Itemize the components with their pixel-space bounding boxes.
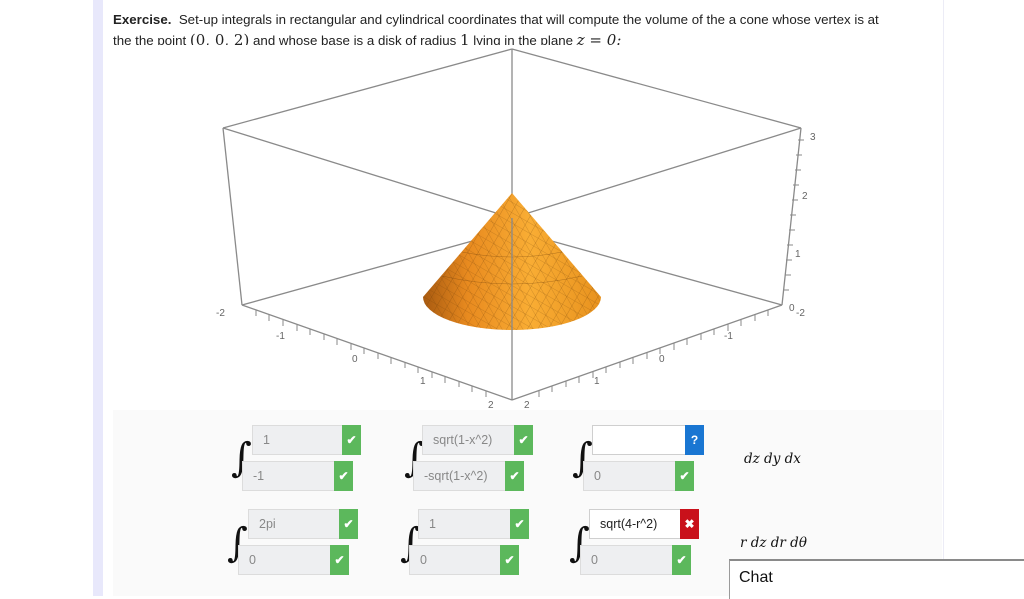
cyl-theta-upper-field[interactable]: 2pi ✔	[248, 509, 358, 539]
svg-text:1: 1	[594, 376, 600, 387]
check-icon: ✔	[510, 509, 529, 539]
check-icon: ✔	[342, 425, 361, 455]
chat-label: Chat	[739, 569, 773, 586]
rect-differential: dz dy dx	[744, 451, 801, 467]
exercise-label: Exercise.	[113, 12, 172, 27]
cyl-differential: r dz dr dθ	[740, 535, 807, 551]
chat-button[interactable]: Chat	[729, 559, 1024, 599]
cross-icon: ✖	[680, 509, 699, 539]
rect-z-upper-field[interactable]: ?	[592, 425, 704, 455]
svg-text:0: 0	[352, 354, 358, 365]
check-icon: ✔	[672, 545, 691, 575]
cyl-r-upper-field[interactable]: 1 ✔	[418, 509, 529, 539]
exercise-prompt: Exercise. Set-up integrals in rectangula…	[113, 12, 879, 49]
question-icon: ?	[685, 425, 704, 455]
svg-text:3: 3	[810, 132, 816, 143]
svg-text:-1: -1	[724, 331, 733, 342]
svg-text:-1: -1	[276, 331, 285, 342]
cone-3d-plot[interactable]: -2 -1 0 1 2 2 1 0 -1 -2 0 1 2 3	[113, 45, 923, 411]
cyl-theta-lower-field[interactable]: 0 ✔	[238, 545, 349, 575]
svg-text:2: 2	[524, 400, 530, 410]
tick-marks	[255, 139, 804, 397]
svg-text:0: 0	[659, 354, 665, 365]
left-accent-strip	[93, 0, 103, 596]
front-axes	[241, 218, 783, 401]
vertex-point: (0, 0, 2)	[189, 31, 250, 49]
check-icon: ✔	[334, 461, 353, 491]
plane-equation: z = 0:	[576, 31, 622, 49]
incorrect-answer[interactable]: sqrt(4-r^2)	[589, 509, 680, 539]
check-icon: ✔	[675, 461, 694, 491]
radius-value: 1	[460, 31, 470, 49]
bounding-box	[222, 48, 802, 306]
cyl-r-lower-field[interactable]: 0 ✔	[409, 545, 519, 575]
cyl-z-lower-field[interactable]: 0 ✔	[580, 545, 691, 575]
svg-text:-2: -2	[216, 308, 225, 319]
rect-x-upper-field[interactable]: 1 ✔	[252, 425, 361, 455]
check-icon: ✔	[339, 509, 358, 539]
check-icon: ✔	[514, 425, 533, 455]
rect-z-lower-field[interactable]: 0 ✔	[583, 461, 694, 491]
svg-text:2: 2	[488, 400, 494, 410]
svg-text:1: 1	[795, 249, 801, 260]
rect-y-lower-field[interactable]: -sqrt(1-x^2) ✔	[413, 461, 524, 491]
svg-text:1: 1	[420, 376, 426, 387]
cyl-z-upper-field[interactable]: sqrt(4-r^2) ✖	[589, 509, 699, 539]
check-icon: ✔	[330, 545, 349, 575]
check-icon: ✔	[500, 545, 519, 575]
svg-text:2: 2	[802, 191, 808, 202]
svg-text:0: 0	[789, 303, 795, 314]
axis-tick-labels: -2 -1 0 1 2 2 1 0 -1 -2 0 1 2 3	[216, 132, 816, 411]
svg-text:-2: -2	[796, 308, 805, 319]
check-icon: ✔	[505, 461, 524, 491]
rect-x-lower-field[interactable]: -1 ✔	[242, 461, 353, 491]
rect-y-upper-field[interactable]: sqrt(1-x^2) ✔	[422, 425, 533, 455]
